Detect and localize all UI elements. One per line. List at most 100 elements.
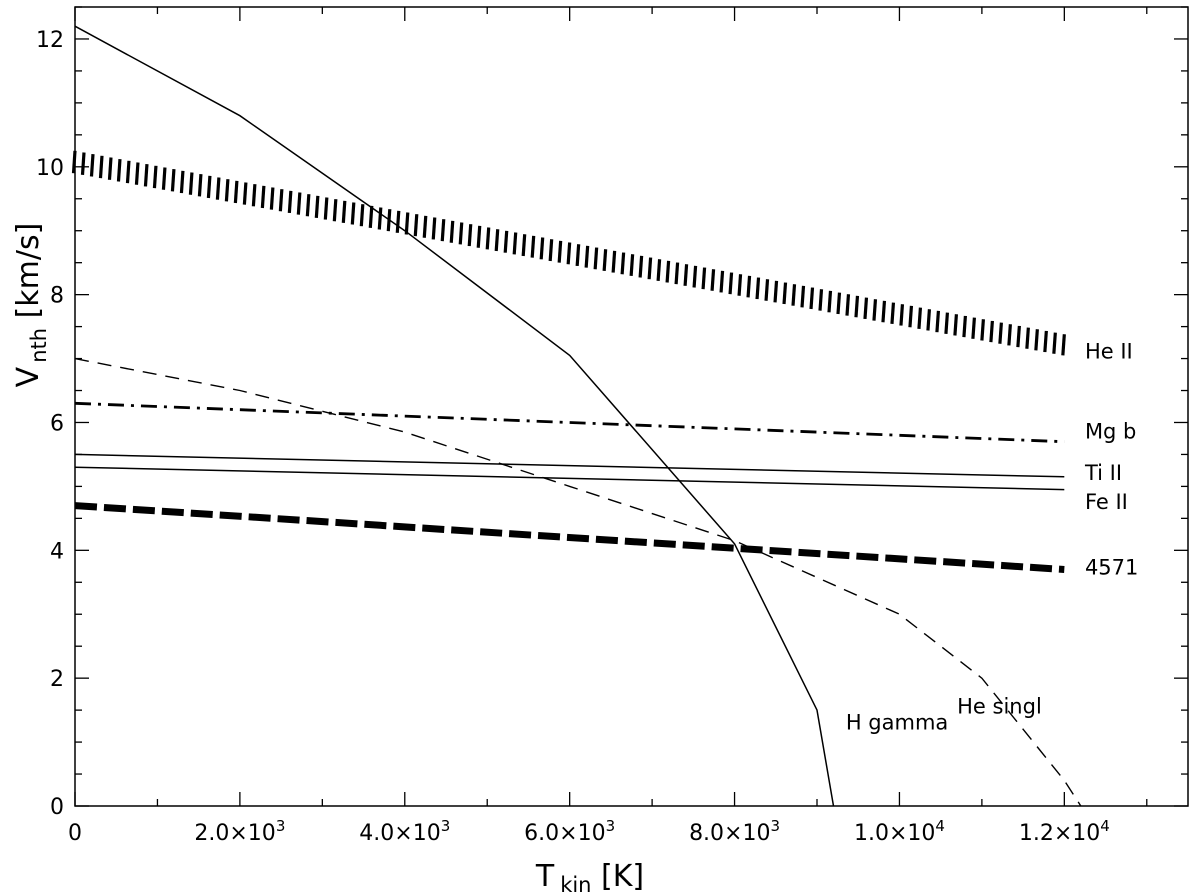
series-line-fe-ii [74,466,1065,491]
series-line-he-ii-hatch [584,245,590,268]
x-tick-label: 8.0×103 [689,817,780,846]
y-tick-label: 4 [50,539,64,564]
series-line-he-ii-hatch [422,215,428,238]
series-line-he-ii-hatch [1061,334,1066,356]
x-tick-label: 1.2×104 [1019,817,1110,846]
series-line-he-ii-hatch [512,232,518,255]
x-axis-title-unit: [K] [592,859,645,893]
series-line-he-ii-hatch [188,172,194,195]
series-line-he-ii-hatch [962,315,967,338]
series-line-he-ii-hatch [161,167,167,190]
series-line-he-ii-hatch [404,212,410,235]
series-line-he-ii-hatch [728,272,734,295]
series-line-he-ii-hatch [971,317,976,339]
series-line-he-ii-hatch [611,250,617,273]
x-tick-label: 6.0×103 [524,817,615,846]
series-line-he-ii-hatch [908,305,914,328]
series-line-he-ii-hatch [449,220,455,243]
series-line-he-ii-hatch [1016,325,1021,348]
series-line-he-ii-hatch [170,169,176,192]
series-line-he-ii-hatch [845,294,851,316]
x-tick-label: 1.0×104 [854,817,945,846]
series-line-he-ii [71,150,1066,356]
series-line-he-ii-hatch [899,304,905,326]
series-line-he-ii-hatch [323,197,329,220]
series-line-he-ii-hatch [485,227,491,250]
series-line-he-ii-hatch [629,254,635,276]
series-line-he-ii-hatch [377,207,383,230]
series-line-he-ii-hatch [926,309,932,331]
y-axis-title-main: V [11,366,46,387]
series-line-he-ii-hatch [836,292,842,315]
series-line-he-ii-hatch [350,202,356,225]
series-line-he-ii-hatch [791,284,797,306]
series-line-he-ii-hatch [251,184,257,207]
series-label-he-singl: He singl [957,694,1042,718]
series-label-h-gamma: H gamma [846,710,948,734]
series-line-he-ii-hatch [1034,329,1039,351]
x-axis-title-main: T [535,859,555,893]
series-line-he-ii-hatch [80,152,86,175]
series-line-he-ii-hatch [764,279,770,301]
series-line-he-ii-hatch [503,230,509,253]
series-line-he-ii-hatch [71,150,77,174]
series-line-he-ii-hatch [359,204,365,227]
series-line-he-ii-hatch [278,189,284,212]
series-line-he-ii-hatch [1007,324,1012,346]
series-line-he-ii-hatch [296,192,302,215]
x-tick-label: 4.0×103 [359,817,450,846]
series-line-he-ii-hatch [863,297,869,320]
series-line-h-gamma [74,25,835,807]
series-line-he-ii-hatch [314,195,320,219]
series-line-he-ii-hatch [575,244,581,267]
series-line-he-ii-hatch [305,194,311,217]
series-line-he-ii-hatch [692,265,698,288]
series-line-he-ii-hatch [494,229,500,252]
series-line-he-ii-hatch [656,259,662,281]
series-line-he-ii-hatch [737,274,743,296]
series-line-mg-b [74,401,1065,444]
series-line-he-ii-hatch [980,319,985,341]
x-tick-label: 2.0×103 [194,817,285,846]
series-line-he-ii-hatch [179,170,185,194]
series-line-he-ii-hatch [917,307,923,329]
y-tick-label: 0 [50,795,64,820]
series-line-he-ii-hatch [683,264,689,286]
series-line-he-ii-hatch [143,164,149,187]
series-line-he-ii-hatch [197,174,203,197]
y-axis-title: Vnth [km/s] [11,223,51,388]
series-line-he-ii-hatch [890,302,896,325]
series-line-he-ii-hatch [800,285,806,308]
series-line-he-ii-hatch [998,322,1003,344]
series-line-he-ii-hatch [1025,327,1030,349]
series-line-he-ii-hatch [431,217,437,240]
series-line-ti-ii [74,453,1065,478]
y-tick-label: 8 [50,284,64,309]
series-line-he-ii-hatch [476,225,482,248]
series-line-he-ii-hatch [440,219,446,242]
series-line-he-ii-hatch [458,222,464,245]
tick-labels: 0 2.0×103 4.0×103 6.0×103 8.0×103 1.0×104 1.2×… [36,28,1110,846]
y-tick-label: 2 [50,667,64,692]
y-axis-title-sub: nth [27,328,51,363]
series-line-he-ii-hatch [755,277,761,300]
series-line-he-ii-hatch [224,179,230,202]
series-line-he-ii-hatch [116,159,122,182]
series-line-he-ii-hatch [674,262,680,285]
series-line-he-ii-hatch [881,300,887,323]
series-line-he-ii-hatch [818,289,824,311]
series-line-he-ii-hatch [782,282,788,305]
series-line-he-ii-hatch [665,260,671,283]
series-line-he-ii-hatch [287,190,293,214]
series-label-mg-b: Mg b [1085,419,1136,443]
series-line-he-ii-hatch [260,185,266,209]
series-line-he-ii-hatch [944,312,950,334]
series-line-he-ii-hatch [467,224,473,247]
series-line-he-ii-hatch [242,182,248,205]
series-line-he-ii-hatch [395,210,401,233]
series-line-he-ii-hatch [620,252,626,275]
series-line-he-ii-hatch [98,155,104,179]
y-tick-label: 12 [36,28,64,53]
series-line-he-singl [74,357,1082,807]
series-line-4571 [74,502,1065,573]
